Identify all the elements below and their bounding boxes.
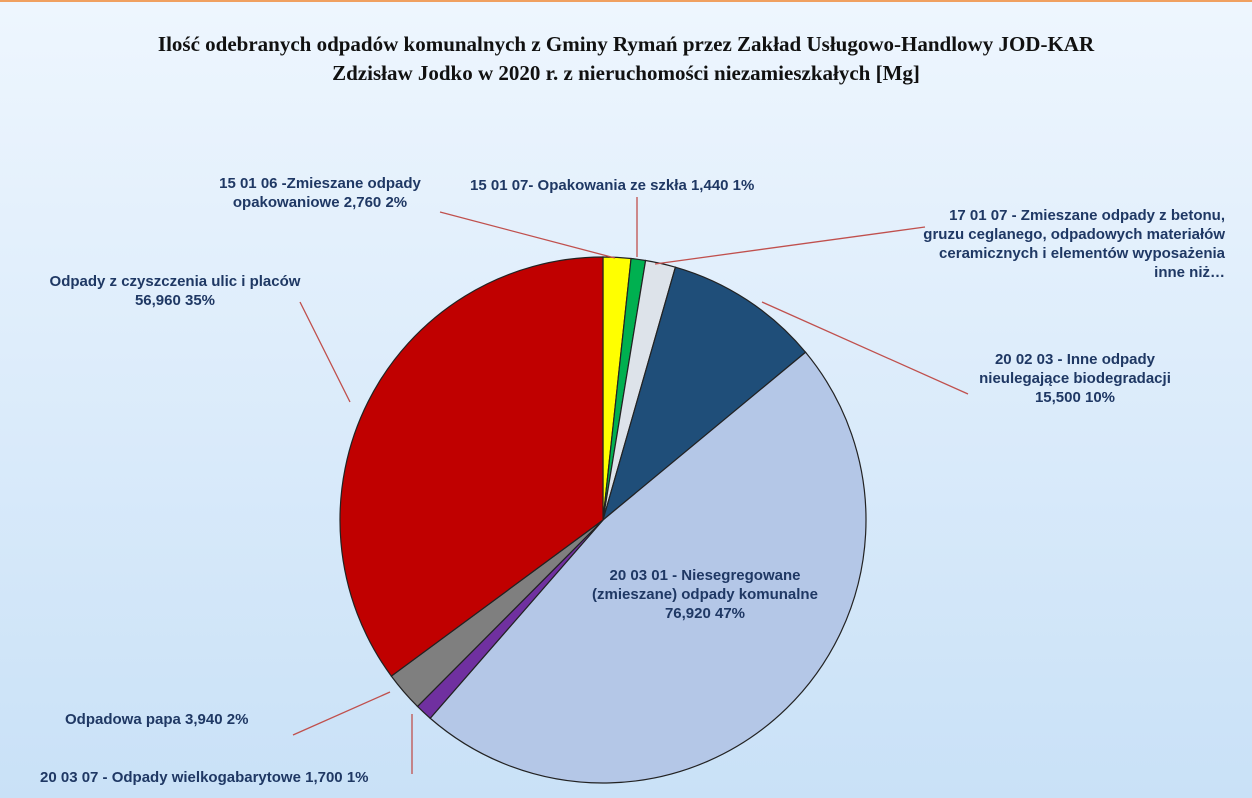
category-label: Odpady z czyszczenia ulic i placów: [49, 273, 301, 290]
data-label: 17 01 07 - Zmieszane odpady z betonu, gr…: [920, 206, 1225, 282]
category-label: 15 01 06 -Zmieszane odpady opakowaniowe: [219, 175, 421, 211]
category-label: 20 02 03 - Inne odpady nieulegające biod…: [979, 351, 1171, 387]
category-label: 20 03 07 - Odpady wielkogabarytowe: [40, 769, 301, 786]
data-label: Odpadowa papa 3,940 2%: [65, 710, 305, 729]
value-label: 56,960 35%: [134, 292, 216, 309]
data-label: 20 03 01 - Niesegregowane (zmieszane) od…: [580, 566, 830, 623]
category-label: 15 01 07- Opakowania ze szkła: [470, 177, 687, 194]
data-label: Odpady z czyszczenia ulic i placów 56,96…: [35, 272, 315, 310]
pie-slice: [339, 256, 604, 677]
leader-line: [439, 211, 616, 259]
value-label: 3,940 2%: [185, 711, 249, 728]
category-label: 20 03 01 - Niesegregowane (zmieszane) od…: [592, 567, 818, 603]
leader-line: [299, 301, 351, 403]
leader-line: [292, 691, 391, 736]
data-label: 20 03 07 - Odpady wielkogabarytowe 1,700…: [40, 768, 460, 787]
chart-title: Ilość odebranych odpadów komunalnych z G…: [157, 32, 1095, 85]
data-label: 20 02 03 - Inne odpady nieulegające biod…: [975, 350, 1175, 407]
value-label: 1,700 1%: [305, 769, 369, 786]
value-label: 1,440 1%: [690, 177, 755, 194]
data-label: 15 01 06 -Zmieszane odpady opakowaniowe …: [190, 174, 450, 212]
value-label: 76,920 47%: [664, 605, 746, 622]
category-label: 17 01 07 - Zmieszane odpady z betonu, gr…: [923, 207, 1225, 281]
leader-line: [761, 301, 969, 395]
pie-slice: [601, 266, 807, 522]
pie-slice: [429, 351, 867, 784]
category-label: Odpadowa papa: [65, 711, 181, 728]
value-label: 15,500 10%: [1034, 389, 1116, 406]
value-label: 2,760 2%: [343, 194, 408, 211]
data-label: 15 01 07- Opakowania ze szkła 1,440 1%: [470, 176, 890, 195]
leader-line: [654, 226, 926, 265]
